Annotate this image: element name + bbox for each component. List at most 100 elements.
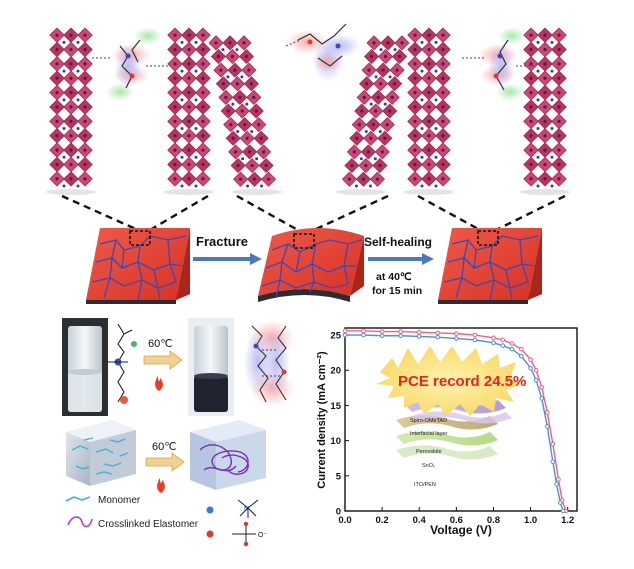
jv-data-point [342,328,348,334]
monomer-structure [108,323,137,404]
x-tick-label: 1.0 [524,515,537,526]
jv-data-point [416,334,422,339]
jv-data-point [550,459,556,465]
heat-flame-icon [155,376,163,391]
jv-curve-1 [345,330,567,512]
jv-data-point [539,384,545,390]
x-tick-label: 0.0 [338,515,351,526]
jv-curve-2 [345,334,564,512]
jv-data-point [556,477,561,482]
self-healing-label: Self-healing [364,235,432,249]
elastomer-vial [188,318,234,416]
temperature-label-top: 60℃ [148,338,173,350]
jv-data-point [491,335,496,341]
crystal-column-4 [336,35,410,195]
monomer-vial [62,318,108,416]
jv-data-point [554,481,559,487]
jv-data-point [560,508,566,514]
crystal-column-2 [164,27,214,195]
perovskite-crystal-panel [46,27,570,195]
x-tick-label: 1.2 [561,515,574,526]
x-tick-label: 0.4 [413,515,427,526]
jv-data-point [500,337,506,343]
jv-data-point [509,341,515,346]
jv-data-point [491,340,496,346]
temperature-label-bottom: 60℃ [152,441,177,453]
healed-film [438,228,542,304]
jv-data-point [379,333,385,339]
jv-data-point [398,329,403,334]
jv-data-point [398,333,403,339]
jv-data-point [454,331,459,336]
elastomer-legend-label: Crosslinked Elastomer [98,519,199,530]
jv-data-point [435,330,441,336]
jv-data-point [545,424,550,429]
x-tick-label: 0.6 [450,515,463,526]
layer-interfacial: Interfacial layer [410,431,447,437]
jv-data-point [519,353,524,359]
cation-legend-dot [206,506,214,514]
self-healing-arrow: Self-healing at 40℃ for 15 min [364,235,434,297]
jv-data-point [557,500,563,505]
jv-data-point [454,336,459,341]
jv-data-point [545,410,550,415]
y-tick-label: 15 [330,401,341,412]
jv-data-point [539,396,545,401]
fractured-film [258,228,364,302]
elastomer-cube [190,420,266,490]
jv-data-point [528,357,533,362]
zoom-lines [61,194,566,232]
x-tick-label: 0.2 [376,515,389,526]
fracture-label: Fracture [196,234,248,249]
axis-ticks: 0.0 0.2 0.4 0.6 0.8 1.0 1.2 0 5 10 15 20 25 [330,331,574,526]
pristine-film [86,228,190,304]
jv-data-point [361,332,366,338]
crystal-column-1 [46,27,96,195]
pce-annotation: PCE record 24.5% [398,373,526,390]
y-tick-label: 20 [330,366,341,377]
jv-data-point [435,334,441,340]
x-tick-label: 0.8 [487,515,500,526]
heat-flame-icon-2 [157,478,165,493]
jv-curves [342,328,569,514]
y-tick-label: 0 [336,507,341,518]
healing-temperature: at 40℃ [376,271,412,283]
jv-data-point [528,365,533,371]
anion-structure-icon [232,521,256,547]
synthesis-arrow-top: 60℃ [143,338,183,391]
synthesis-arrow-bottom: 60℃ [145,441,185,493]
jv-data-point [533,377,539,383]
pce-badge: PCE record 24.5% [376,346,526,416]
jv-data-point [361,328,366,334]
monomer-cube [66,420,136,486]
layer-sno2: SnO₂ [422,463,435,469]
crosslink-diagram [244,320,294,406]
y-tick-label: 10 [330,436,341,447]
crystal-column-6 [520,27,570,195]
molecular-linker-left [92,27,168,101]
anion-legend-dot [206,530,214,538]
jv-data-point [533,367,539,373]
jv-data-point [472,332,478,338]
y-axis-label: Current density (mA cm⁻²) [316,351,328,489]
legend: Monomer Crosslinked Elastomer N O⁻ [65,495,267,547]
jv-data-point [342,332,348,338]
anion-symbol: O⁻ [258,532,267,539]
healing-time: for 15 min [372,285,422,297]
monomer-legend-icon [65,496,91,502]
elastomer-legend-icon [67,516,93,528]
cation-symbol: N [244,506,249,513]
fracture-arrow: Fracture [193,234,262,265]
crystal-column-5 [404,27,454,195]
layer-perovskite: Perovskite [416,449,442,455]
monomer-legend-label: Monomer [98,495,141,506]
layer-spiro: Spiro-OMeTAD [410,418,447,424]
y-tick-label: 5 [336,471,342,482]
jv-data-point [379,329,385,334]
x-axis-label: Voltage (V) [430,523,492,537]
jv-data-point [550,441,556,447]
jv-data-point [500,343,506,348]
molecular-linker-right [462,27,536,101]
